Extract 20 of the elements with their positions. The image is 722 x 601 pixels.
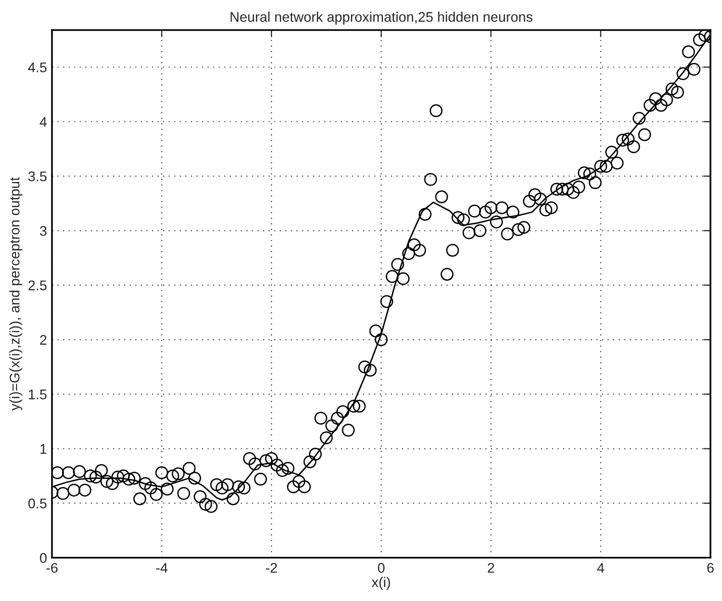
- y-tick-label: 2: [40, 335, 46, 345]
- x-tick-label: -4: [156, 563, 168, 573]
- y-tick-label: 1: [40, 444, 46, 454]
- x-tick-label: -2: [266, 562, 277, 573]
- chart-title: Neural network approximation,25 hidden neurons: [230, 12, 532, 25]
- y-tick-label: 0: [40, 553, 47, 563]
- y-tick-label: 4: [40, 117, 47, 127]
- y-tick-label: 4.5: [28, 62, 47, 72]
- y-axis-title: y(i)=G(x(i),z(i)), and perceptron output: [9, 177, 22, 411]
- y-tick-label: 2.5: [28, 280, 47, 290]
- y-tick-label: 3: [40, 226, 47, 236]
- x-tick-label: 6: [707, 562, 714, 573]
- x-axis-title: x(i): [372, 576, 390, 590]
- x-tick-label: 0: [378, 562, 385, 573]
- y-tick-label: 3.5: [28, 171, 47, 182]
- x-tick-label: 4: [597, 563, 604, 573]
- y-tick-label: 1.5: [28, 390, 47, 400]
- x-tick-label: 2: [488, 562, 494, 573]
- y-tick-label: 0.5: [28, 498, 47, 508]
- x-tick-label: -6: [46, 562, 58, 573]
